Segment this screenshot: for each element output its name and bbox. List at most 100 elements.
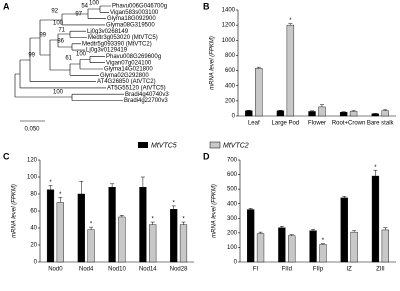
y-tick-label: 1400 [222, 8, 236, 14]
bar [339, 112, 348, 117]
error-bar [351, 110, 356, 112]
panel-label: A [3, 1, 10, 11]
bootstrap: 100 [89, 1, 100, 7]
bar [139, 186, 147, 263]
error-bar [150, 221, 155, 225]
error-bar [58, 197, 63, 203]
bar [255, 68, 263, 117]
bar [349, 111, 358, 117]
bar [350, 231, 358, 263]
error-bar [140, 176, 145, 188]
error-bar [48, 185, 53, 190]
annotation: * [90, 222, 93, 228]
x-tick-label: Large Pod [272, 121, 300, 127]
bootstrap: 92 [51, 9, 58, 15]
x-tick-label: Leaf [248, 121, 260, 127]
bar [56, 202, 64, 263]
y-tick-label: 20 [30, 243, 37, 249]
bootstrap: 86 [57, 39, 64, 45]
bootstrap: 54 [81, 4, 88, 10]
bar [87, 229, 95, 263]
bar [319, 244, 327, 263]
y-tick-label: 1000 [222, 38, 236, 44]
bar [286, 24, 295, 117]
bar [118, 216, 126, 263]
panel-label: B [203, 1, 210, 11]
bar [340, 197, 348, 263]
y-tick-label: 600 [227, 172, 238, 178]
y-tick-label: 100 [227, 245, 238, 251]
annotation: * [322, 238, 325, 244]
tree-label: Glyma14G021800 [104, 67, 153, 73]
bar [46, 189, 55, 263]
bar [256, 233, 265, 263]
y-tick-label: 40 [30, 226, 37, 232]
tree-label: Medtr3g053020 (MtVTC5) [88, 35, 158, 41]
x-tick-label: FIId [282, 267, 292, 273]
y-axis-label: mRNA level (FPKM) [12, 184, 18, 238]
error-bar [383, 227, 388, 230]
error-bar [320, 243, 325, 245]
x-tick-label: Bare stalk [367, 121, 395, 127]
error-bar [79, 181, 84, 194]
legend-label: MtVTC5 [151, 142, 177, 149]
y-tick-label: 200 [227, 230, 238, 236]
error-bar [373, 169, 378, 177]
tree-label: Phavu008G269600g [106, 54, 161, 60]
y-axis-label: mRNA level (FPKM) [212, 184, 218, 238]
y-tick-label: 800 [225, 53, 236, 59]
y-tick-label: 700 [227, 158, 238, 164]
scale-label: 0.050 [24, 127, 40, 133]
x-tick-label: Nod14 [139, 267, 157, 273]
x-tick-label: Flower [308, 121, 326, 127]
x-tick-label: Nod0 [48, 267, 63, 273]
bootstrap: 100 [53, 90, 64, 96]
bar [179, 224, 188, 263]
y-tick-label: 1200 [222, 23, 236, 29]
bar [149, 224, 157, 263]
y-tick-label: 0 [34, 260, 38, 266]
error-bar [289, 234, 294, 236]
tree-label: Bradi4g22700v3 [124, 98, 168, 104]
bar [308, 111, 316, 117]
x-tick-label: IZ [347, 267, 353, 273]
x-tick-label: Root+Crown [332, 121, 366, 127]
bar [381, 110, 389, 117]
annotation: * [182, 217, 185, 223]
error-bar [119, 215, 124, 217]
error-bar [181, 221, 186, 225]
bootstrap: 99 [39, 33, 46, 39]
bootstrap: 100 [53, 21, 64, 27]
error-bar [319, 104, 324, 107]
bar [170, 209, 178, 263]
legend-swatch [209, 141, 221, 149]
x-tick-label: FI [253, 267, 259, 273]
y-tick-label: 80 [30, 192, 37, 198]
tree-label: Glyma02G292800 [100, 73, 149, 79]
legend-swatch [138, 142, 148, 148]
bar [288, 235, 296, 263]
bar [245, 110, 253, 117]
error-bar [89, 226, 94, 230]
error-bar [311, 228, 316, 231]
annotation: * [49, 180, 52, 186]
y-tick-label: 300 [227, 216, 238, 222]
legend-label: MtVTC2 [223, 142, 249, 149]
tree-label: Medtr5g093390 (MtVTC2) [82, 41, 152, 47]
bar [276, 110, 285, 117]
annotation: * [152, 217, 155, 223]
y-tick-label: 100 [27, 175, 38, 181]
tree-label: Lj0g3v0129419 [86, 48, 128, 54]
y-tick-label: 60 [30, 209, 37, 215]
bar [247, 209, 255, 263]
bootstrap: 97 [75, 12, 82, 18]
error-bar [258, 231, 263, 234]
y-tick-label: 0 [234, 260, 238, 266]
annotation: * [59, 192, 62, 198]
bar [371, 175, 380, 263]
bootstrap: 100 [76, 52, 87, 58]
tree-label: Glyma18G092900 [107, 16, 156, 22]
x-tick-label: Nod28 [170, 267, 188, 273]
tree-label: Bradi4g40740v3 [125, 92, 169, 98]
